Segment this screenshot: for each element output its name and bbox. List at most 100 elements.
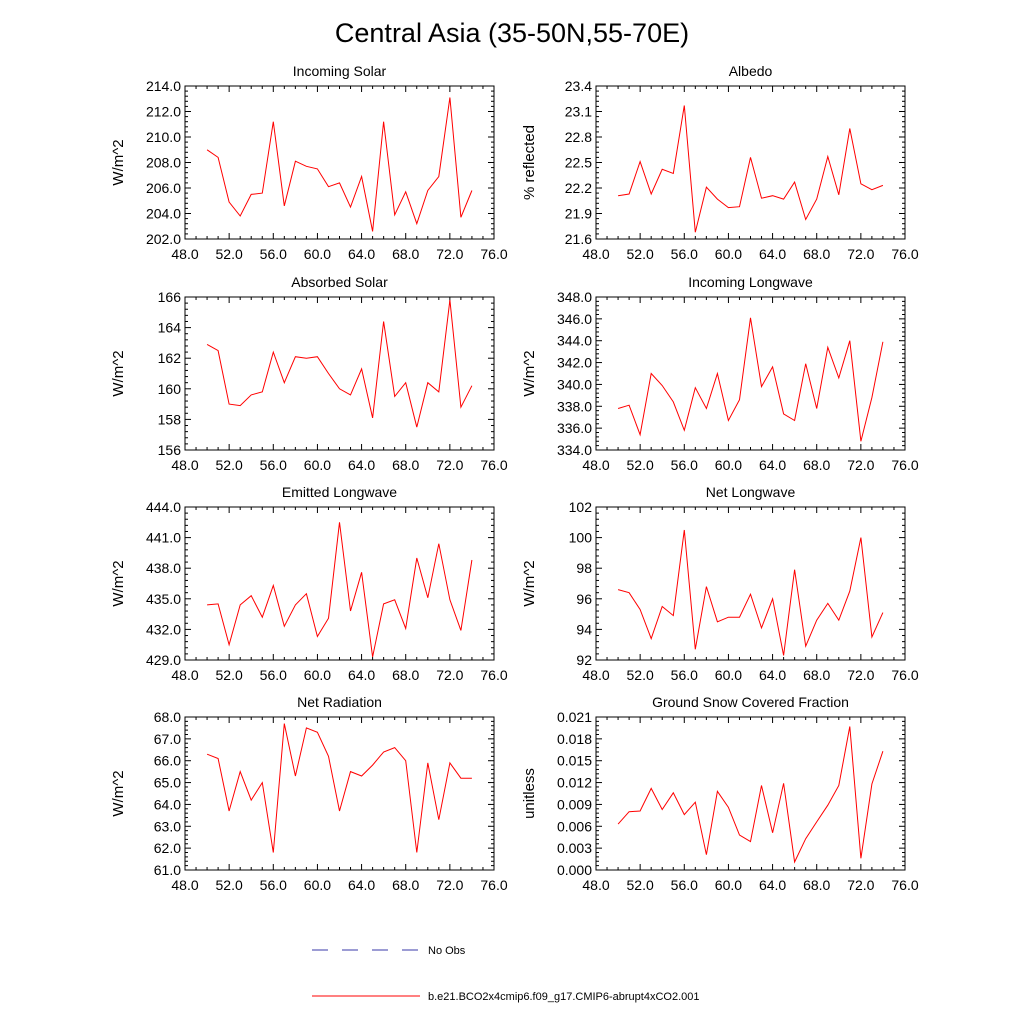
y-tick-label: 0.015 <box>557 753 592 769</box>
y-tick-label: 22.5 <box>565 155 592 171</box>
chart-panel: 48.0 52.0 56.0 60.0 64.0 68.0 72.0 76.0 156 158 16… <box>110 274 508 473</box>
series-line <box>617 317 884 442</box>
x-tick-label: 72.0 <box>847 246 874 262</box>
y-tick-label: 21.9 <box>565 206 592 222</box>
x-tick-label: 56.0 <box>260 667 287 683</box>
chart-panel: 48.0 52.0 56.0 60.0 64.0 68.0 72.0 76.0 202.0 204… <box>110 63 508 262</box>
x-tick-label: 56.0 <box>260 457 287 473</box>
y-tick-label: 210.0 <box>146 129 181 145</box>
x-tick-label: 68.0 <box>392 457 419 473</box>
x-tick-label: 60.0 <box>715 246 742 262</box>
x-tick-label: 68.0 <box>803 457 830 473</box>
y-tick-label: 160 <box>158 381 182 397</box>
y-tick-label: 156 <box>158 442 182 458</box>
x-tick-label: 64.0 <box>759 457 786 473</box>
panel-title: Incoming Solar <box>293 63 387 79</box>
series-line <box>617 529 884 656</box>
plot-frame <box>595 716 906 871</box>
y-tick-label: 429.0 <box>146 652 181 668</box>
y-tick-label: 346.0 <box>557 311 592 327</box>
chart-panel: 48.0 52.0 56.0 60.0 64.0 68.0 72.0 76.0 334.0 336… <box>521 274 919 473</box>
x-tick-label: 56.0 <box>671 877 698 893</box>
y-tick-label: 202.0 <box>146 231 181 247</box>
y-tick-label: 63.0 <box>154 818 181 834</box>
x-tick-label: 60.0 <box>304 667 331 683</box>
y-axis-label: W/m^2 <box>110 350 127 396</box>
legend-label-no-obs: No Obs <box>428 945 466 957</box>
y-tick-label: 0.021 <box>557 709 592 725</box>
x-tick-label: 68.0 <box>803 246 830 262</box>
x-tick-label: 64.0 <box>348 877 375 893</box>
y-axis-label: W/m^2 <box>110 139 127 185</box>
y-tick-label: 342.0 <box>557 355 592 371</box>
x-tick-label: 52.0 <box>216 667 243 683</box>
plot-frame <box>184 716 495 871</box>
y-tick-label: 64.0 <box>154 796 181 812</box>
x-tick-label: 76.0 <box>480 667 507 683</box>
panel-title: Incoming Longwave <box>688 274 813 290</box>
x-tick-label: 56.0 <box>671 246 698 262</box>
x-tick-label: 64.0 <box>348 667 375 683</box>
panel-title: Emitted Longwave <box>282 484 397 500</box>
y-tick-label: 336.0 <box>557 420 592 436</box>
x-tick-label: 48.0 <box>171 877 198 893</box>
y-tick-label: 435.0 <box>146 591 181 607</box>
y-tick-label: 164 <box>158 320 182 336</box>
x-tick-label: 52.0 <box>627 877 654 893</box>
y-tick-label: 22.8 <box>565 129 592 145</box>
panel-title: Net Radiation <box>297 694 382 710</box>
chart-panel: 48.0 52.0 56.0 60.0 64.0 68.0 72.0 76.0 21.6 21.9… <box>521 63 919 262</box>
panel-title: Net Longwave <box>706 484 796 500</box>
panel-title: Absorbed Solar <box>291 274 388 290</box>
y-tick-label: 212.0 <box>146 104 181 120</box>
x-tick-label: 72.0 <box>847 457 874 473</box>
x-tick-label: 56.0 <box>671 667 698 683</box>
y-tick-label: 62.0 <box>154 840 181 856</box>
x-tick-label: 48.0 <box>582 877 609 893</box>
x-tick-label: 60.0 <box>715 457 742 473</box>
y-axis-label: W/m^2 <box>521 560 538 606</box>
x-tick-label: 72.0 <box>847 877 874 893</box>
y-tick-label: 23.4 <box>565 78 592 94</box>
y-tick-label: 23.1 <box>565 104 592 120</box>
panel-grid: 48.0 52.0 56.0 60.0 64.0 68.0 72.0 76.0 202.0 204… <box>110 63 919 893</box>
figure-title: Central Asia (35-50N,55-70E) <box>335 18 689 48</box>
chart-panel: 48.0 52.0 56.0 60.0 64.0 68.0 72.0 76.0 0.000 0.0… <box>521 694 919 893</box>
x-tick-label: 60.0 <box>304 246 331 262</box>
y-tick-label: 102 <box>569 499 593 515</box>
y-tick-label: 22.2 <box>565 180 592 196</box>
y-tick-label: 204.0 <box>146 206 181 222</box>
x-tick-label: 64.0 <box>759 877 786 893</box>
y-tick-label: 92 <box>576 652 592 668</box>
x-tick-label: 64.0 <box>759 246 786 262</box>
legend-label-model: b.e21.BCO2x4cmip6.f09_g17.CMIP6-abrupt4x… <box>428 991 700 1003</box>
x-tick-label: 76.0 <box>480 877 507 893</box>
y-tick-label: 65.0 <box>154 775 181 791</box>
x-tick-label: 68.0 <box>392 667 419 683</box>
y-tick-label: 441.0 <box>146 530 181 546</box>
y-tick-label: 432.0 <box>146 621 181 637</box>
y-axis-label: W/m^2 <box>110 560 127 606</box>
x-tick-label: 60.0 <box>304 457 331 473</box>
y-axis-label: % reflected <box>521 125 538 200</box>
x-tick-label: 76.0 <box>891 457 918 473</box>
y-tick-label: 208.0 <box>146 155 181 171</box>
y-tick-label: 98 <box>576 560 592 576</box>
y-tick-label: 0.000 <box>557 862 592 878</box>
panel-title: Albedo <box>729 63 773 79</box>
x-tick-label: 68.0 <box>392 246 419 262</box>
series-line <box>207 522 473 658</box>
x-tick-label: 76.0 <box>480 246 507 262</box>
plot-frame <box>595 85 906 240</box>
series-line <box>617 726 884 864</box>
legend: No Obs b.e21.BCO2x4cmip6.f09_g17.CMIP6-a… <box>312 945 700 1003</box>
y-axis-label: W/m^2 <box>521 350 538 396</box>
x-tick-label: 48.0 <box>582 667 609 683</box>
y-axis-label: W/m^2 <box>110 770 127 816</box>
y-tick-label: 66.0 <box>154 753 181 769</box>
y-tick-label: 158 <box>158 411 182 427</box>
x-tick-label: 48.0 <box>582 457 609 473</box>
chart-panel: 48.0 52.0 56.0 60.0 64.0 68.0 72.0 76.0 61.0 62.0… <box>110 694 508 893</box>
y-tick-label: 0.003 <box>557 840 592 856</box>
